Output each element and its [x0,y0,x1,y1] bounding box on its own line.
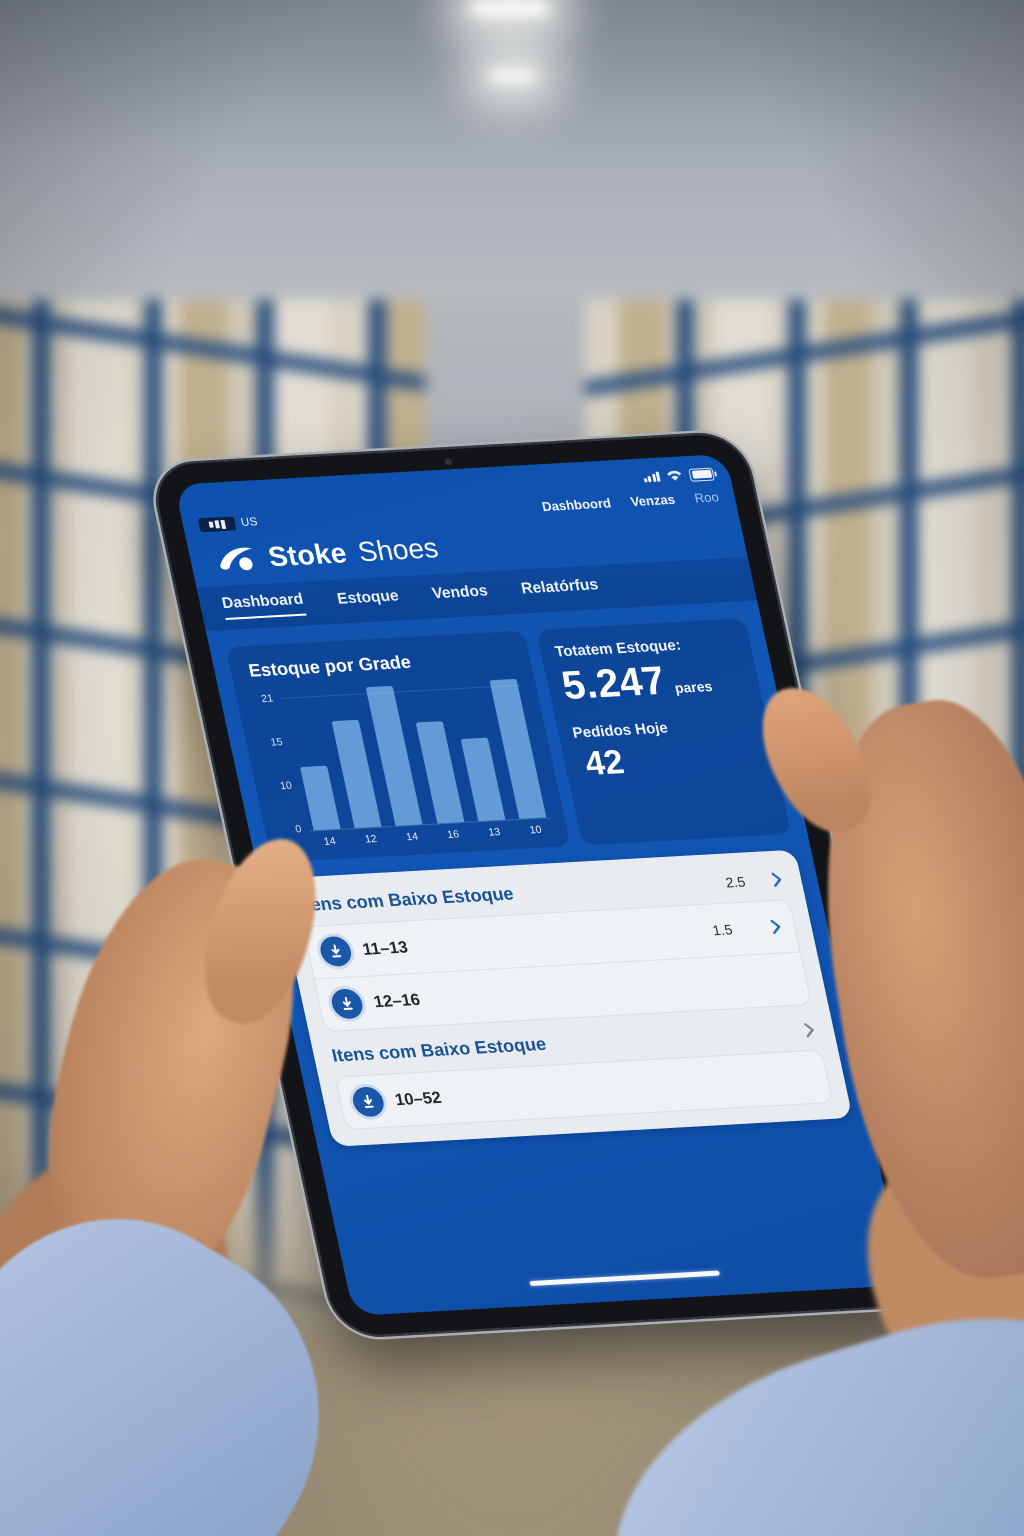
warehouse-ceiling [0,0,1024,300]
x-tick: 16 [446,828,461,841]
tab-dashboard[interactable]: Dashboard [220,590,307,621]
wifi-icon [667,470,682,481]
low-stock-rows: 11–13 1.5 12–16 [302,898,813,1033]
front-camera [443,458,453,466]
section-value: 2.5 [723,873,747,890]
bar-chart: 21 15 10 0 [250,678,555,850]
chevron-right-icon [770,919,781,935]
arrow-down-circle-icon [317,935,354,968]
tab-relatorfus[interactable]: Relatórfus [519,576,600,598]
top-links: Dashboord Venzas Roo [540,489,720,514]
chart-title: Estoque por Grade [246,651,413,681]
row-label: 12–16 [372,990,422,1011]
row-label: 11–13 [360,937,410,959]
x-tick: 14 [322,835,337,848]
arrow-down-circle-icon [350,1086,387,1118]
total-stock-line: 5.247 pares [558,654,748,709]
low-stock-section-1-header[interactable]: Itens com Baixo Estoque 2.5 [295,864,790,926]
system-status-row [192,465,715,512]
x-tick: 13 [487,826,502,839]
low-stock-rows-2: 10–52 [334,1049,834,1131]
bars [279,678,551,832]
home-indicator[interactable] [529,1270,721,1287]
total-stock-unit: pares [673,678,714,696]
low-stock-row-10-52[interactable]: 10–52 [336,1050,832,1129]
x-tick: 14 [404,830,420,844]
brand-name-bold: Stoke [265,537,350,573]
low-stock-row-11-13[interactable]: 11–13 1.5 [303,900,799,979]
plot-area: 14 12 14 16 13 10 [279,678,555,849]
bar [331,719,382,829]
signal-bars-icon [642,471,661,483]
y-tick: 0 [294,823,303,836]
tab-vendos[interactable]: Vendos [430,582,490,603]
bar [300,765,341,831]
total-stock-value: 5.247 [557,658,670,709]
y-tick: 15 [269,736,284,749]
chevron-right-icon [771,872,782,887]
link-dashboord[interactable]: Dashboord [540,494,613,514]
y-tick: 10 [278,779,294,793]
brand-name-light: Shoes [355,532,441,568]
x-tick: 10 [528,823,543,837]
orders-today-value: 42 [581,743,628,783]
tablet-device: US Dashboord Venzas Roo Stoke Shoes Dash… [150,432,930,1337]
x-tick: 12 [363,832,379,846]
brand-header: Stoke Shoes [213,516,729,576]
link-venzas[interactable]: Venzas [628,491,677,509]
dashboard-cards: Estoque por Grade 21 15 10 0 [225,617,792,863]
ceiling-light [470,0,550,16]
row-value: 1.5 [711,921,734,939]
totals-card: Totatem Estoque: 5.247 pares Pedidos Hoj… [536,617,792,846]
app-screen: US Dashboord Venzas Roo Stoke Shoes Dash… [174,453,906,1316]
ceiling-light [490,70,536,82]
carrier-label: US [239,516,259,529]
low-stock-section-2-header[interactable]: Itens com Baixo Estoque [327,1015,822,1077]
low-stock-row-12-16[interactable]: 12–16 [314,951,811,1032]
arrow-down-circle-icon [328,988,366,1020]
bar [415,721,465,824]
low-stock-card: Itens com Baixo Estoque 2.5 11–13 1.5 [275,849,853,1147]
carrier-status: US [197,515,259,533]
swoosh-logo-icon [220,547,253,571]
tab-estoque[interactable]: Estoque [335,587,401,608]
link-roo[interactable]: Roo [692,488,721,506]
battery-icon [688,467,715,482]
row-label: 10–52 [393,1088,443,1109]
chevron-right-icon [803,1022,814,1037]
bar [460,737,506,822]
sim-signal-icon [197,516,237,533]
y-tick: 21 [260,692,275,706]
stock-by-size-chart-card: Estoque por Grade 21 15 10 0 [225,629,571,863]
